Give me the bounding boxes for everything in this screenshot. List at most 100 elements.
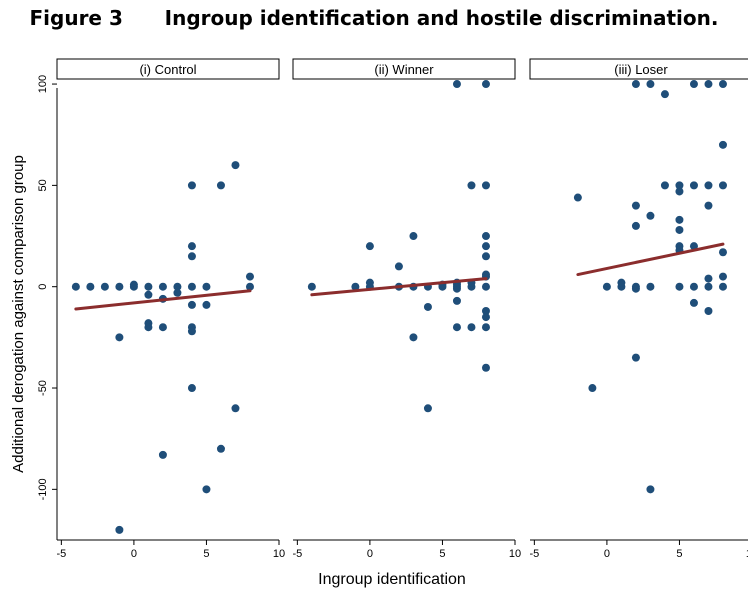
data-point (718, 282, 727, 291)
y-axis: 100 50 0 -50 -100 (37, 75, 58, 540)
y-tick-label: -50 (37, 380, 49, 396)
y-tick-label: -100 (37, 478, 49, 500)
data-point (646, 80, 655, 89)
data-point (602, 282, 611, 291)
data-point (704, 201, 713, 210)
data-point (481, 232, 490, 241)
data-point (216, 181, 225, 190)
x-tick-label: 5 (439, 548, 445, 560)
data-point (187, 327, 196, 336)
data-point (481, 270, 490, 279)
x-tick-label: 0 (131, 548, 137, 560)
data-point (718, 181, 727, 190)
data-point (631, 221, 640, 230)
data-point (452, 323, 461, 332)
data-point (481, 313, 490, 322)
chart-panels: (i) Control-5 0 5 10(ii) Winner-5 0 5 10(iii) … (56, 58, 748, 560)
x-tick-label: 0 (604, 548, 610, 560)
data-point (646, 485, 655, 494)
data-point (481, 252, 490, 261)
figure-caption: Ingroup identification and hostile discr… (164, 6, 719, 30)
data-point (115, 333, 124, 342)
data-point (689, 80, 698, 89)
data-point (115, 282, 124, 291)
data-point (704, 80, 713, 89)
x-tick-label: 10 (509, 548, 521, 560)
x-tick-label: -5 (56, 548, 66, 560)
data-point (481, 80, 490, 89)
data-point (718, 140, 727, 149)
data-point (704, 307, 713, 316)
data-point (617, 278, 626, 287)
data-point (158, 450, 167, 459)
x-tick-label: 5 (676, 548, 682, 560)
data-point (675, 225, 684, 234)
data-point (202, 485, 211, 494)
data-point (588, 384, 597, 393)
data-point (660, 181, 669, 190)
data-point (129, 280, 138, 289)
data-point (631, 353, 640, 362)
data-point (409, 333, 418, 342)
data-point (704, 274, 713, 283)
data-point (481, 282, 490, 291)
panel-label: (i) Control (139, 62, 196, 77)
x-tick-label: 0 (367, 548, 373, 560)
data-point (646, 282, 655, 291)
data-point (216, 444, 225, 453)
data-point (689, 181, 698, 190)
data-point (307, 282, 316, 291)
data-point (481, 363, 490, 372)
data-point (481, 242, 490, 251)
data-point (187, 242, 196, 251)
panel-header (56, 58, 280, 80)
data-point (675, 187, 684, 196)
data-point (115, 525, 124, 534)
data-point (423, 404, 432, 413)
data-point (231, 161, 240, 170)
data-point (187, 300, 196, 309)
figure-title: Figure 3 Ingroup identification and host… (0, 6, 748, 30)
data-point (423, 302, 432, 311)
data-point (689, 282, 698, 291)
data-point (704, 282, 713, 291)
data-point (631, 80, 640, 89)
data-point (144, 290, 153, 299)
data-point (365, 242, 374, 251)
x-axis-label: Ingroup identification (318, 571, 466, 588)
data-point (100, 282, 109, 291)
panel-label: (ii) Winner (374, 62, 434, 77)
data-point (467, 181, 476, 190)
data-point (689, 298, 698, 307)
data-point (202, 300, 211, 309)
data-point (675, 181, 684, 190)
panel-2: (ii) Winner -5 0 5 10 (292, 58, 521, 560)
panel-3: (iii) Loser -5 0 5 10 (529, 58, 748, 560)
data-point (409, 232, 418, 241)
data-point (394, 262, 403, 271)
data-point (351, 282, 360, 291)
fit-line (576, 242, 725, 277)
data-point (675, 215, 684, 224)
data-point (231, 404, 240, 413)
data-point (718, 248, 727, 257)
data-point (173, 282, 182, 291)
panel-header (529, 58, 748, 80)
data-point (187, 282, 196, 291)
data-point (646, 211, 655, 220)
y-tick-label: 0 (37, 284, 49, 290)
x-tick-label: 10 (273, 548, 285, 560)
data-point (452, 296, 461, 305)
data-point (481, 323, 490, 332)
data-point (452, 80, 461, 89)
data-point (467, 323, 476, 332)
data-point (144, 323, 153, 332)
data-point (718, 272, 727, 281)
panel-header (292, 58, 516, 80)
data-point (187, 252, 196, 261)
data-point (144, 282, 153, 291)
data-point (187, 181, 196, 190)
data-point (365, 278, 374, 287)
data-point (481, 181, 490, 190)
